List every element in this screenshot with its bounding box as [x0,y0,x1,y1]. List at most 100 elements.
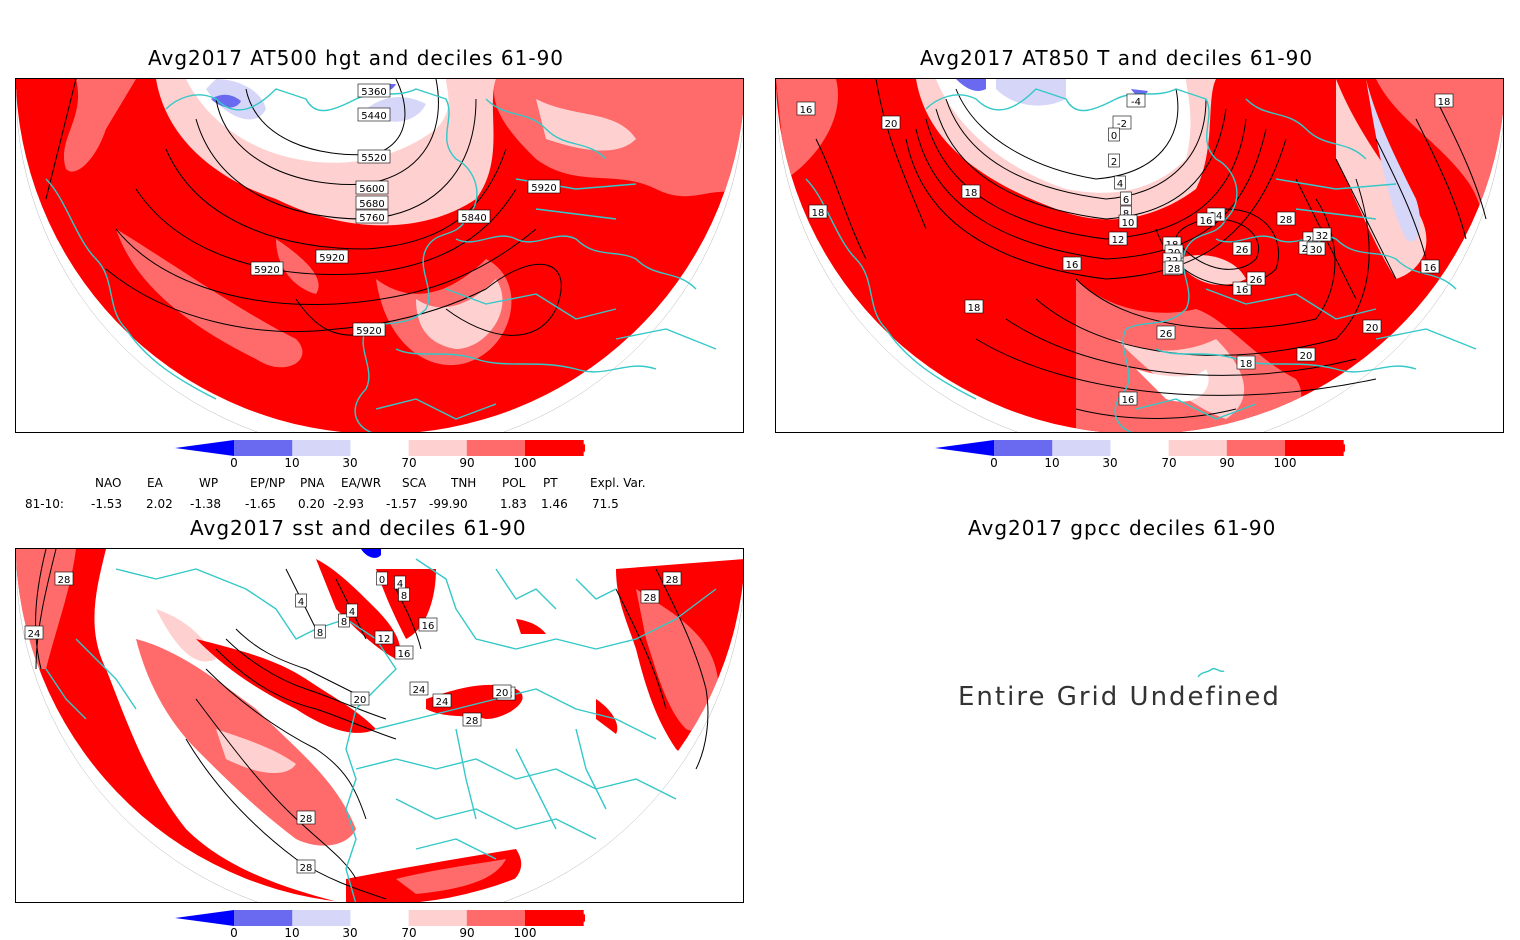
panel-title-gpcc: Avg2017 gpcc deciles 61-90 [968,516,1277,540]
undefined-message: Entire Grid Undefined [958,682,1281,712]
contour-label: 8 [1123,209,1129,220]
contour-label: 20 [1366,323,1379,334]
contour-label: 28 [58,575,71,586]
contour-label: 0 [1111,131,1117,142]
contour-label: 28 [300,863,313,874]
contour-label: 5920 [356,326,381,337]
colorbar-tick: 90 [1219,456,1235,470]
index-value: -1.65 [245,497,277,511]
colorbar-tick: 10 [284,926,300,940]
contour-label-box [418,617,438,632]
contour-label-box [1296,347,1316,362]
contour-label: 28 [666,575,679,586]
index-value: 0.20 [298,497,325,511]
colorbar-segment [466,910,526,926]
contour-label-box [1196,212,1216,227]
colorbar-segment [408,440,468,456]
contour-label-box [527,179,561,194]
contour-label-box [357,149,391,164]
colorbar-segment [350,910,410,926]
contour-label-box [1164,260,1184,275]
contour-label-box [1306,241,1326,256]
contour-label: 10 [1122,218,1135,229]
map-hgt-svg: 5360 5440 5520 5600 5680 5760 5840 5920 5920 5920… [16,79,743,432]
contour-label-box [54,571,74,586]
contour-label: 5920 [319,253,344,264]
contour-label: 4 [1117,179,1123,190]
index-header: EA [147,476,163,490]
index-header: PT [543,476,558,490]
contour-label: 18 [1438,97,1451,108]
colorbar-tick: 70 [401,456,417,470]
contour-label-box [1232,241,1252,256]
contour-label-box [964,299,984,314]
index-value: -99.90 [429,497,468,511]
contour-label-box [376,571,388,586]
contour-label: 16 [1236,285,1249,296]
map-panel-t850: 162018181816-4-2024681012141618202224282… [775,78,1504,433]
contour-label-box [355,195,389,210]
contour-label: 16 [800,105,813,116]
index-header: TNH [451,476,477,490]
colorbar-tick: 90 [459,926,475,940]
contour-label-box [1246,271,1266,286]
index-value: 1.83 [500,497,527,511]
colorbar-svg [935,440,1394,456]
contour-label: 5840 [461,213,486,224]
contour-label: 16 [1122,395,1135,406]
contour-label-box [432,693,452,708]
colorbar-tick: 70 [401,926,417,940]
contour-label: 28 [300,814,313,825]
index-value: 71.5 [592,497,619,511]
contour-label-box [1156,325,1176,340]
colorbar-segment [292,910,351,926]
panel-title-sst: Avg2017 sst and deciles 61-90 [190,516,527,540]
colorbar-tick: 0 [990,456,998,470]
contour-label-box [296,859,316,874]
contour-label-box [374,630,394,645]
contour-label-box [492,684,512,699]
index-header: EP/NP [250,476,286,490]
contour-label: 5600 [359,184,384,195]
colorbar-segment [1052,440,1111,456]
contour-label: 16 [422,621,435,632]
contour-label: 28 [644,593,657,604]
colorbar-segment [1168,440,1228,456]
contour-label: 18 [1240,359,1253,370]
contour-label-box [398,587,410,602]
contour-label: 24 [1306,235,1319,246]
colorbar-tick: 100 [1273,456,1297,470]
contour-label: 5360 [361,87,386,98]
contour-label-box [662,571,682,586]
panel-title-hgt: Avg2017 AT500 hgt and deciles 61-90 [148,46,565,70]
contour-label: -4 [1131,97,1141,108]
contour-label-box [457,209,491,224]
index-value: 2.02 [146,497,173,511]
contour-label: 2 [1111,157,1117,168]
colorbar-segment [408,910,468,926]
colorbar-tick: 10 [284,456,300,470]
contour-label-box [1420,259,1440,274]
contour-label-box [296,810,316,825]
colorbar-tick: 0 [230,926,238,940]
index-header: PNA [300,476,325,490]
colorbar-tick: 30 [342,456,358,470]
index-header: SCA [402,476,427,490]
colorbar-segment [234,910,293,926]
colorbar-arrow-low [175,910,234,926]
index-value: -1.57 [386,497,418,511]
contour-label: 6 [1123,195,1129,206]
contour-label: 18 [968,303,981,314]
contour-label: 16 [398,649,411,660]
contour-label: 5920 [531,183,556,194]
index-value: 1.46 [541,497,568,511]
contour-label: 16 [1424,263,1437,274]
colorbar-top-left: 0 10 30 70 90 100 [175,440,634,476]
colorbar-segment [234,440,293,456]
contour-label: 5520 [361,153,386,164]
colorbar-tick: 100 [513,926,537,940]
contour-label: 16 [1066,260,1079,271]
colorbar-segment [466,440,526,456]
contour-label: 8 [341,617,347,628]
contour-label-box [409,681,429,696]
